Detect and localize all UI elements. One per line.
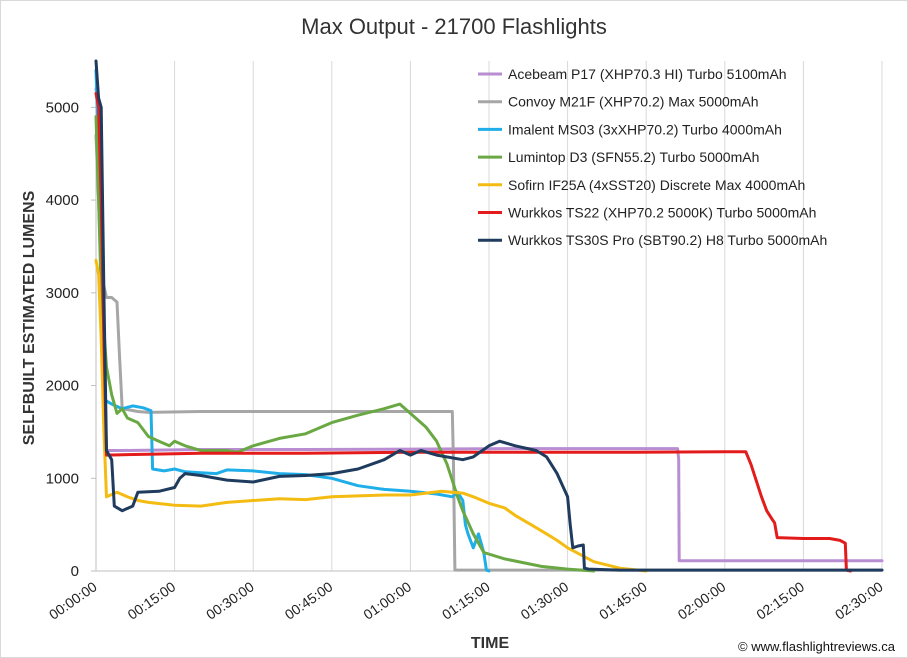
chart-title: Max Output - 21700 Flashlights (301, 14, 607, 39)
series-line-3 (94, 68, 491, 573)
legend-label: Wurkkos TS22 (XHP70.2 5000K) Turbo 5000m… (508, 205, 816, 221)
series-line-5 (94, 258, 648, 573)
y-tick-label: 2000 (46, 378, 79, 395)
y-tick-label: 3000 (46, 285, 79, 302)
y-tick-label: 4000 (46, 192, 79, 209)
y-tick-label: 1000 (46, 470, 79, 487)
series-layer (94, 59, 884, 573)
legend-label: Sofirn IF25A (4xSST20) Discrete Max 4000… (508, 177, 805, 193)
legend: Acebeam P17 (XHP70.3 HI) Turbo 5100mAh Co… (478, 66, 827, 248)
y-tick-label: 5000 (46, 99, 79, 116)
copyright-notice: © www.flashlightreviews.ca (738, 639, 896, 654)
series-line-6 (94, 92, 853, 573)
legend-label: Convoy M21F (XHP70.2) Max 5000mAh (508, 94, 759, 110)
legend-label: Wurkkos TS30S Pro (SBT90.2) H8 Turbo 500… (508, 232, 827, 248)
series-line-4 (94, 115, 596, 573)
series-line-7 (94, 59, 884, 572)
y-axis-title: SELFBUILT ESTIMATED LUMENS (21, 190, 38, 445)
y-tick-label: 0 (71, 563, 79, 580)
x-axis-title: TIME (471, 635, 510, 652)
legend-label: Acebeam P17 (XHP70.3 HI) Turbo 5100mAh (508, 66, 787, 82)
legend-label: Lumintop D3 (SFN55.2) Turbo 5000mAh (508, 149, 759, 165)
legend-label: Imalent MS03 (3xXHP70.2) Turbo 4000mAh (508, 121, 782, 137)
